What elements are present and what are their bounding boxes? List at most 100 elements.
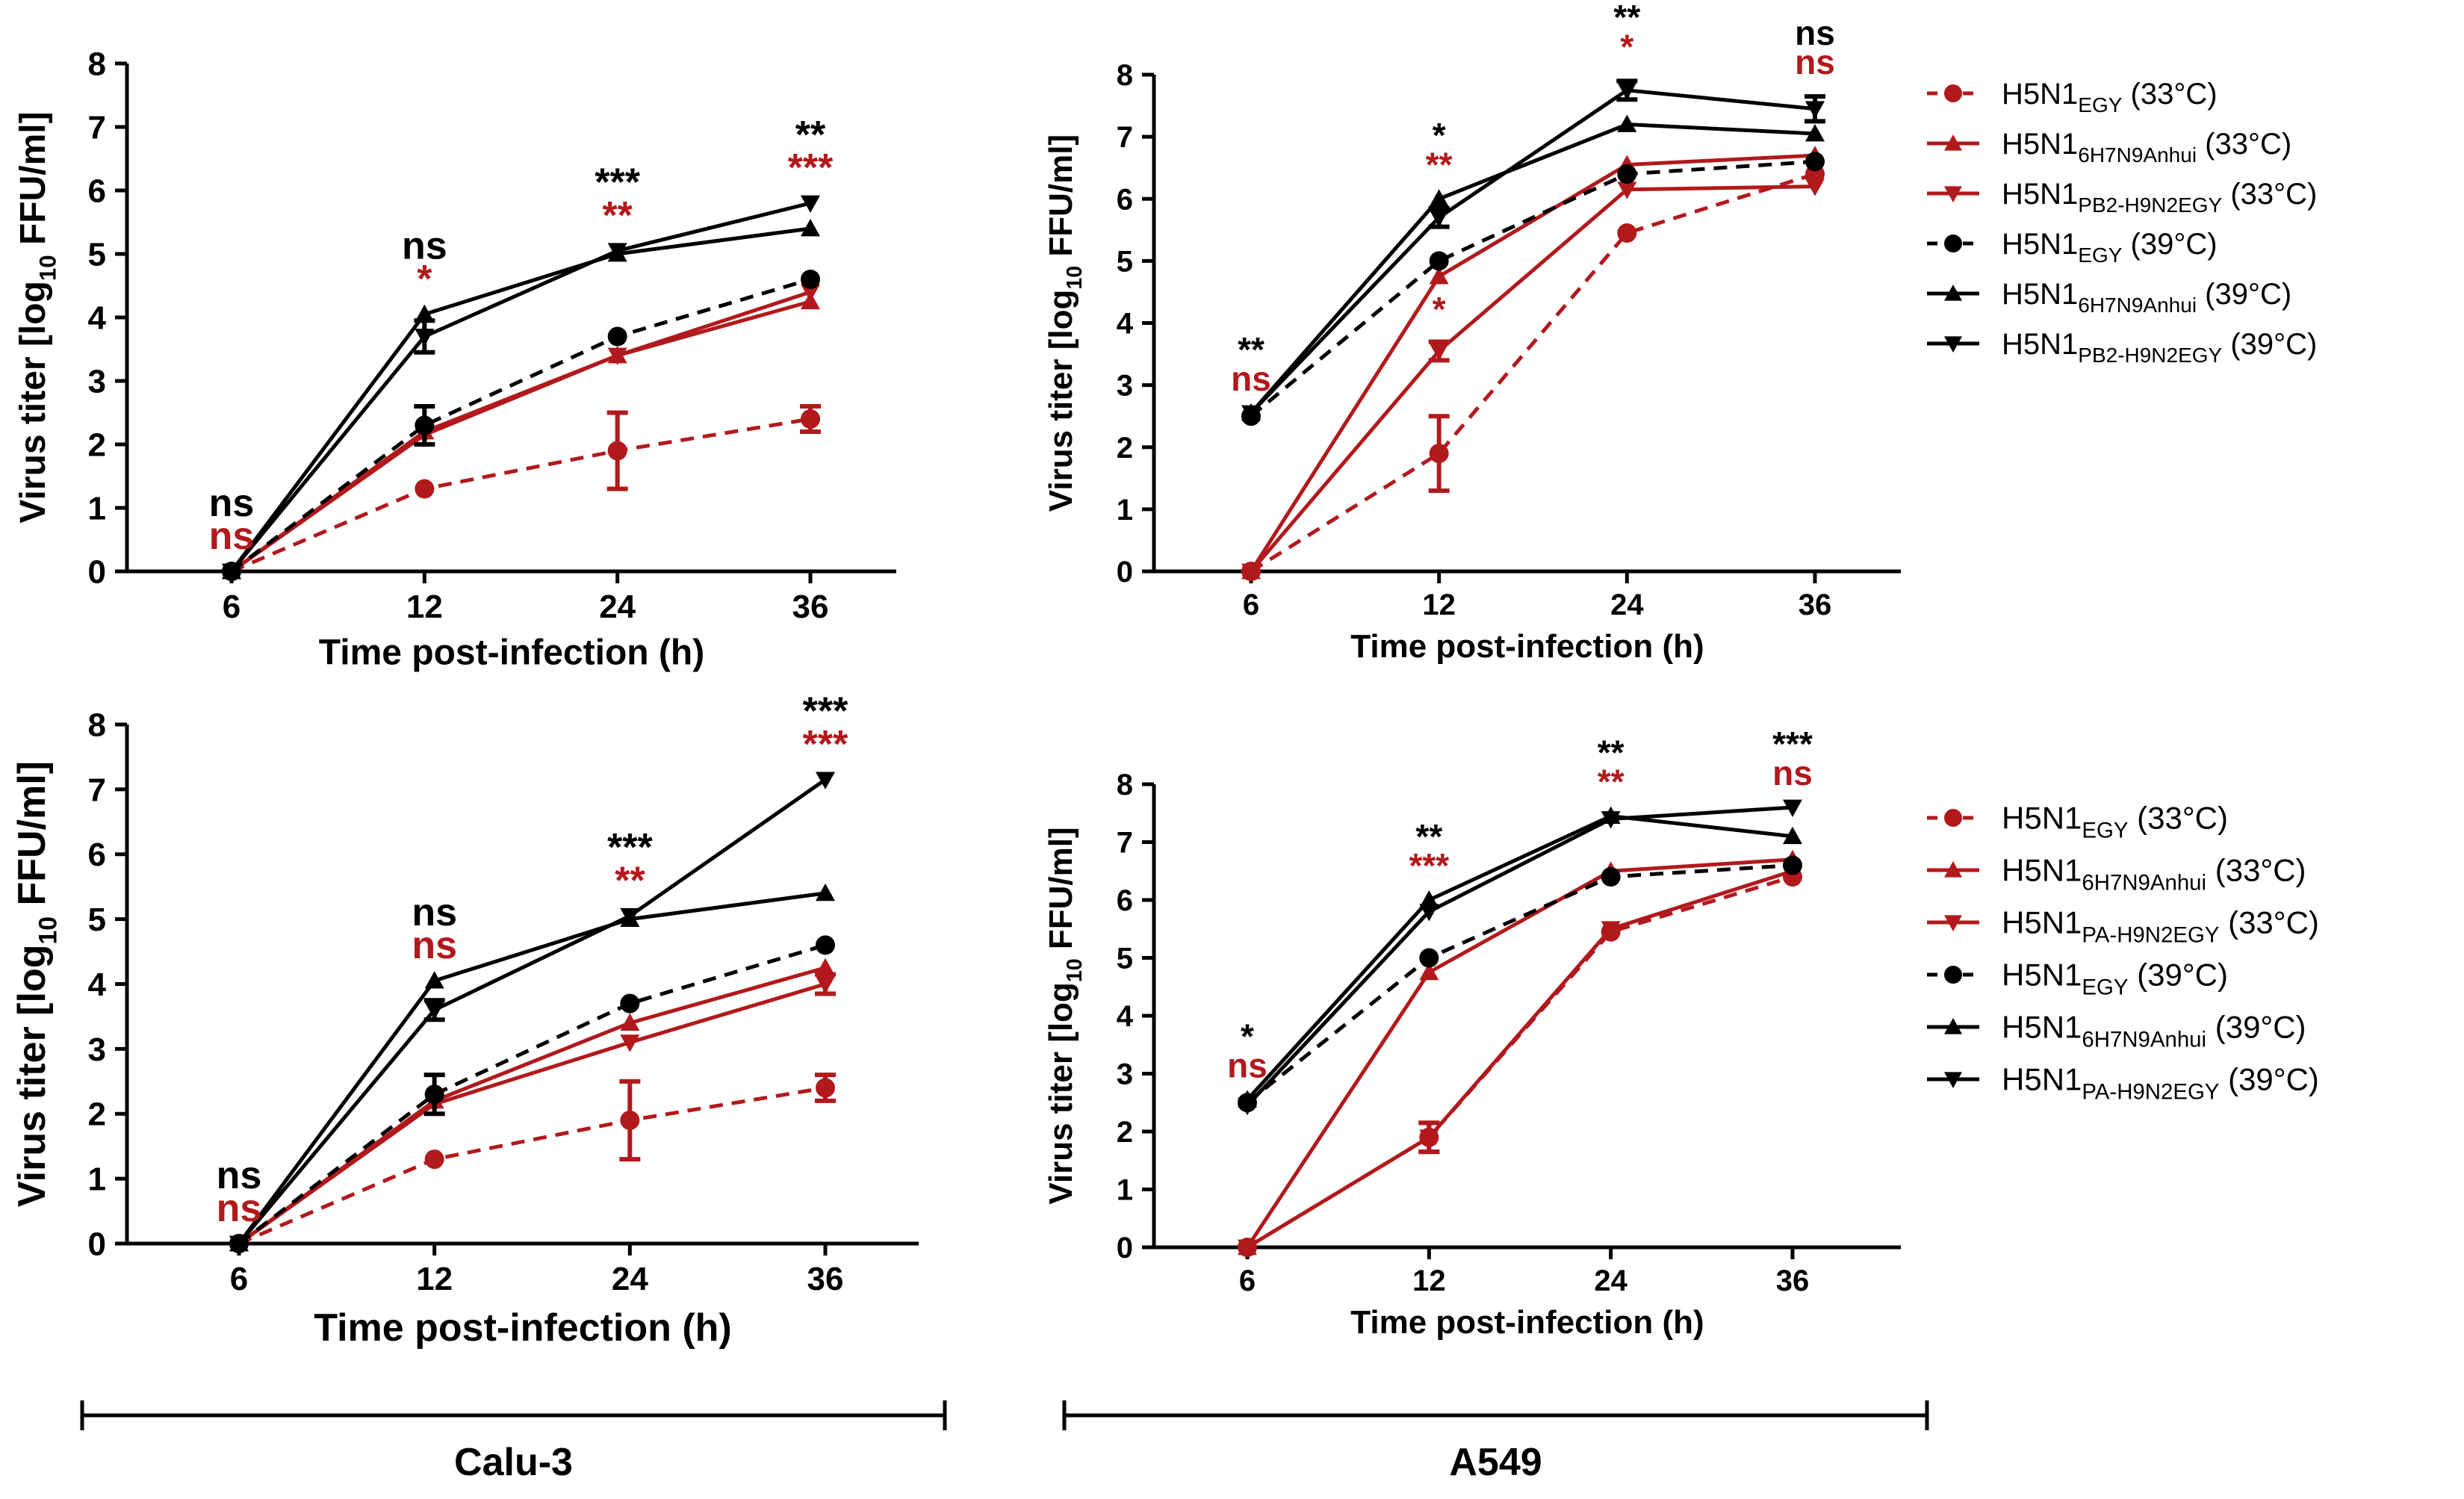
legend-label-temp: (39°C): [2206, 1010, 2306, 1045]
y-axis-title-main: Virus titer [log: [13, 281, 53, 524]
x-tick-label: 6: [230, 1261, 248, 1297]
series-line: [1250, 122, 1816, 415]
y-tick-label: 1: [88, 1161, 106, 1198]
legend-label-sub: EGY: [2082, 818, 2128, 842]
series-line: [238, 1086, 826, 1246]
legend-item: H5N1PA-H9N2EGY (39°C): [1927, 1062, 2319, 1104]
data-point: [1805, 152, 1825, 172]
y-tick-label: 7: [88, 772, 106, 808]
series-2: [1241, 146, 1825, 580]
legend-1: H5N1EGY (33°C)H5N16H7N9Anhui (33°C)H5N1P…: [1927, 78, 2317, 367]
legend-label-temp: (33°C): [2128, 801, 2228, 836]
legend-label-sub: PA-H9N2EGY: [2082, 922, 2219, 947]
legend-label-temp: (39°C): [2222, 328, 2317, 361]
series-line: [237, 891, 826, 1245]
y-tick-label: 0: [88, 1226, 106, 1262]
data-point: [607, 326, 627, 347]
series-line: [238, 943, 826, 1245]
legend-label-temp: (33°C): [2219, 905, 2319, 940]
legend-marker: [1944, 186, 1962, 202]
data-point: [1419, 890, 1439, 908]
y-axis-title-tail: FFU/ml]: [1043, 134, 1079, 266]
significance-red: **: [602, 194, 633, 238]
legend-label: H5N1EGY (33°C): [2002, 801, 2228, 843]
legend-marker: [1944, 84, 1962, 102]
significance-red: *: [1620, 27, 1633, 66]
x-tick-label: 12: [1422, 589, 1456, 621]
legend-item: H5N16H7N9Anhui (33°C): [1927, 853, 2306, 896]
y-tick-label: 8: [88, 707, 106, 743]
data-point: [222, 563, 241, 581]
significance-black: ns: [412, 891, 457, 934]
series-6: [222, 195, 820, 581]
y-axis-title-tail: FFU/ml]: [13, 111, 53, 255]
legend-label-temp: (33°C): [2222, 178, 2317, 211]
x-axis-title: Time post-infection (h): [1350, 628, 1704, 665]
data-point: [1601, 867, 1621, 887]
legend-label-temp: (39°C): [2219, 1062, 2319, 1097]
legend-label-temp: (39°C): [2122, 228, 2217, 261]
legend-label-temp: (33°C): [2122, 78, 2217, 111]
significance-red: *: [417, 258, 432, 301]
significance-black: ns: [1795, 13, 1835, 52]
y-tick-label: 8: [1117, 59, 1133, 92]
y-axis-title-sub: 10: [1063, 958, 1087, 982]
series-line: [231, 417, 811, 574]
legend-item: H5N1EGY (39°C): [1927, 228, 2218, 267]
legend-item: H5N16H7N9Anhui (39°C): [1927, 278, 2291, 317]
y-tick-label: 5: [1117, 943, 1133, 975]
legend-item: H5N1EGY (33°C): [1927, 801, 2228, 843]
y-tick-label: 7: [88, 109, 106, 146]
data-point: [424, 1002, 444, 1020]
significance-red: ns: [1772, 754, 1813, 792]
legend-label-base: H5N1: [2002, 278, 2078, 311]
series-line: [1246, 805, 1793, 1107]
series-line: [230, 290, 811, 574]
data-point: [1805, 101, 1825, 119]
legend-label-base: H5N1: [2002, 78, 2078, 111]
data-point: [816, 958, 835, 976]
y-tick-label: 5: [1117, 245, 1133, 278]
significance-black: ***: [595, 161, 640, 205]
y-axis-title-main: Virus titer [log: [1043, 290, 1079, 512]
x-tick-label: 24: [612, 1261, 648, 1297]
series-5: [1238, 806, 1802, 1108]
legend-label: H5N16H7N9Anhui (33°C): [2002, 853, 2306, 896]
y-axis-title-tail: FFU/ml]: [1043, 827, 1079, 958]
series-2: [222, 291, 820, 580]
legend-item: H5N1PB2-H9N2EGY (39°C): [1927, 328, 2317, 367]
legend-item: H5N16H7N9Anhui (39°C): [1927, 1010, 2306, 1052]
significance-black: *: [1433, 116, 1446, 155]
y-axis-title: Virus titer [log10 FFU/ml]: [1043, 134, 1087, 512]
series-line: [1249, 153, 1816, 573]
data-point: [415, 415, 435, 435]
y-axis-title-main: Virus titer [log: [1043, 982, 1079, 1204]
legend-item: H5N1PB2-H9N2EGY (33°C): [1927, 178, 2317, 217]
data-point: [1429, 209, 1449, 228]
y-tick-label: 6: [88, 837, 106, 873]
series-6: [1241, 78, 1825, 423]
data-point: [1783, 855, 1802, 875]
data-point: [801, 270, 820, 289]
data-point: [1429, 267, 1449, 285]
y-tick-label: 8: [88, 46, 106, 82]
legend-label-sub: PB2-H9N2EGY: [2078, 344, 2222, 367]
significance-red-secondary: *: [1433, 290, 1446, 329]
legend-label-sub: PB2-H9N2EGY: [2078, 193, 2222, 217]
data-point: [1419, 948, 1439, 968]
x-tick-label: 36: [792, 589, 829, 625]
data-point: [415, 304, 435, 323]
legend-label-base: H5N1: [2002, 178, 2078, 211]
legend-label-base: H5N1: [2002, 905, 2082, 940]
data-point: [620, 1013, 640, 1031]
data-point: [620, 1110, 640, 1130]
legend-label: H5N16H7N9Anhui (39°C): [2002, 278, 2291, 317]
significance-black: ns: [402, 225, 447, 268]
y-tick-label: 4: [88, 300, 107, 336]
data-point: [1419, 1129, 1439, 1147]
data-point: [607, 347, 627, 365]
legend-marker: [1944, 336, 1962, 353]
